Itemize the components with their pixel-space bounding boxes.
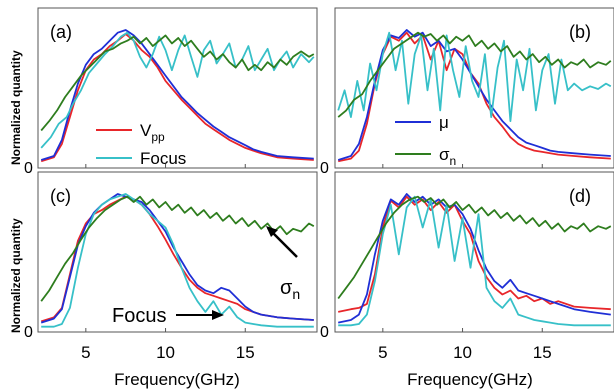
annotation-focus: Focus	[112, 305, 166, 327]
series-line-blue	[337, 29, 611, 161]
series-line-cyan	[338, 195, 611, 327]
panel-frame	[37, 7, 318, 169]
x-tick-label: 15	[533, 343, 552, 362]
x-tick-label: 5	[378, 343, 387, 362]
panel-label: (a)	[50, 22, 72, 42]
x-tick-label: 15	[236, 343, 255, 362]
legend-label: σn	[439, 145, 456, 168]
panel-b: (b) μ σn	[334, 7, 614, 169]
legend-label: Focus	[140, 149, 186, 168]
series-line-cyan	[337, 31, 612, 122]
series-line-cyan	[40, 31, 315, 149]
series-line-red	[40, 195, 314, 323]
y-axis-label-top: Normalized quantity	[9, 50, 23, 165]
legend-label: μ	[439, 113, 449, 132]
series-line-green	[40, 195, 315, 302]
series-line-green	[40, 34, 315, 132]
zero-label-b: 0	[320, 160, 329, 177]
annotation-arrowhead	[212, 310, 224, 320]
x-tick-labels: 5 10 15 5 10 15	[81, 343, 552, 362]
annotation-sigma-n: σn	[280, 277, 300, 302]
panel-frame	[334, 171, 614, 333]
series-line-green	[337, 31, 612, 118]
series-line-blue	[338, 193, 611, 324]
y-axis-label-bottom: Normalized quantity	[9, 218, 23, 333]
series-line-red	[338, 31, 611, 163]
panel-label: (c)	[50, 186, 71, 206]
zero-label-c: 0	[24, 324, 33, 341]
annotation-arrowhead	[266, 226, 278, 237]
x-axis-label-right: Frequency(GHz)	[407, 370, 533, 389]
zero-label-a: 0	[24, 160, 33, 177]
series-line-blue	[40, 193, 314, 324]
x-tick-label: 5	[81, 343, 90, 362]
panel-d: (d)	[334, 171, 614, 333]
panel-c: (c) σn Focus	[37, 171, 318, 333]
panel-label: (b)	[569, 22, 591, 42]
series-line-blue	[40, 29, 314, 161]
x-tick-label: 10	[453, 343, 472, 362]
series-line-cyan	[41, 193, 314, 328]
x-axis-label-left: Frequency(GHz)	[114, 370, 240, 389]
x-tick-label: 10	[156, 343, 175, 362]
panel-frame	[334, 7, 614, 169]
series-line-green	[337, 195, 612, 300]
panel-a: (a) Vpp Focus	[37, 7, 318, 169]
legend-label: Vpp	[140, 121, 165, 144]
panel-frame	[37, 171, 318, 333]
panel-label: (d)	[569, 186, 591, 206]
zero-label-d: 0	[320, 324, 329, 341]
